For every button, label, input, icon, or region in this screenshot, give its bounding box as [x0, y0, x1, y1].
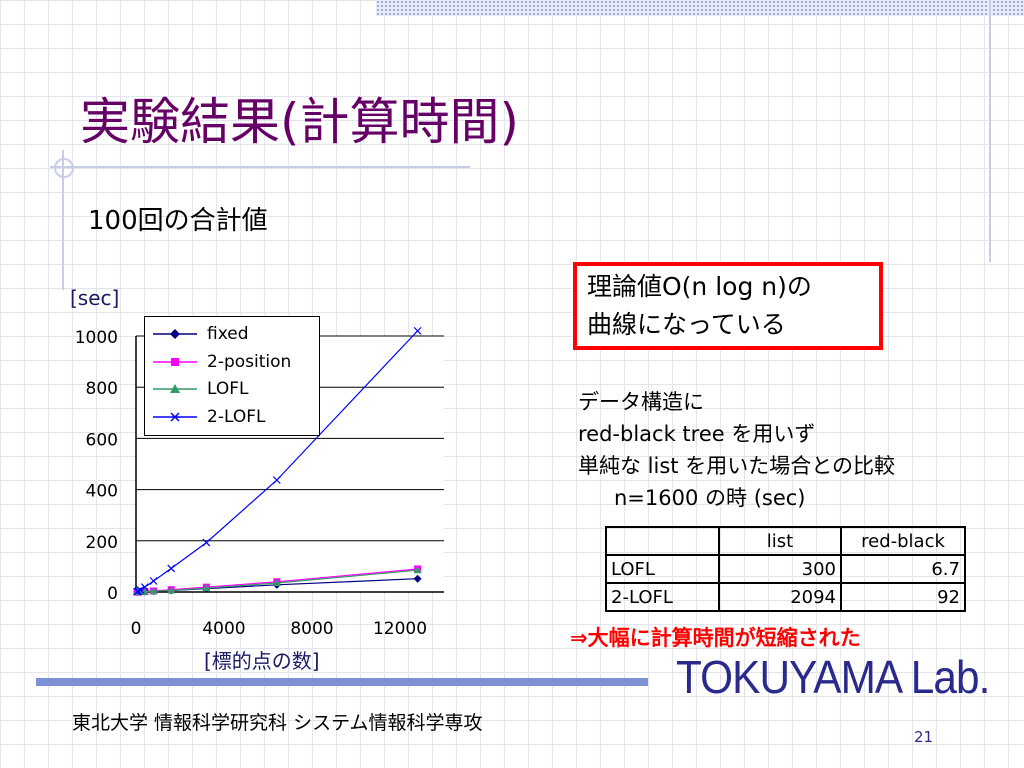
table-cell: 300 — [718, 554, 842, 584]
y-tick-label: 1000 — [75, 328, 118, 348]
table-cell: 92 — [840, 582, 966, 612]
legend-label: 2-position — [207, 352, 292, 372]
note-line: n=1600 の時 (sec) — [614, 486, 806, 510]
y-tick-label: 400 — [86, 482, 118, 502]
data-point-2-lofl — [136, 586, 145, 594]
decorative-horizontal-line — [50, 166, 470, 168]
x-tick-label: 12000 — [373, 619, 427, 639]
top-decorative-band — [376, 0, 1024, 16]
data-point-2-lofl — [149, 577, 158, 585]
legend-marker-triangle-icon — [153, 384, 197, 393]
theory-callout-box: 理論値O(n log n)の 曲線になっている — [573, 262, 883, 350]
x-tick-label: 8000 — [290, 619, 333, 639]
note-line: データ構造に — [578, 390, 704, 414]
data-point-lofl — [167, 586, 176, 594]
data-point-lofl — [202, 584, 211, 592]
note-line: red-black tree を用いず — [578, 422, 816, 446]
table-header-cell: list — [718, 526, 842, 556]
decorative-vertical-line-right — [989, 0, 991, 262]
data-point-2-lofl — [134, 587, 143, 596]
comparison-notes: データ構造に red-black tree を用いず 単純な list を用いた… — [578, 386, 895, 514]
table-row: LOFL 300 6.7 — [605, 554, 966, 584]
slide-subtitle: 100回の合計値 — [88, 206, 268, 236]
legend-label: 2-LOFL — [207, 407, 266, 427]
data-point-2-lofl — [413, 326, 422, 335]
data-point-lofl — [413, 566, 422, 574]
legend-marker-square-icon — [153, 358, 197, 366]
table-row: 2-LOFL 2094 92 — [605, 582, 966, 612]
legend-entry-fixed: fixed — [153, 322, 249, 346]
data-point-2-lofl — [272, 476, 281, 485]
x-tick-label: 0 — [131, 619, 142, 639]
decorative-circle-icon — [54, 158, 74, 178]
comparison-table: list red-black LOFL 300 6.7 2-LOFL 2094 … — [605, 526, 966, 612]
table-cell: 6.7 — [840, 554, 966, 584]
table-header-row: list red-black — [605, 526, 966, 556]
page-number: 21 — [914, 728, 934, 746]
y-tick-label: 600 — [86, 430, 118, 450]
data-point-2-lofl — [202, 538, 211, 547]
note-line: 単純な list を用いた場合との比較 — [578, 454, 895, 478]
data-point-lofl — [149, 587, 158, 595]
data-point-2-lofl — [140, 583, 149, 592]
table-header-cell — [605, 526, 720, 556]
y-tick-label: 800 — [86, 379, 118, 399]
table-cell: 2-LOFL — [605, 582, 720, 612]
legend-entry-2-lofl: 2-LOFL — [153, 405, 265, 429]
chart-y-axis-label: [sec] — [70, 286, 120, 310]
legend-entry-lofl: LOFL — [153, 377, 249, 401]
x-tick-label: 4000 — [202, 619, 245, 639]
table-header-cell: red-black — [840, 526, 966, 556]
table-cell: LOFL — [605, 554, 720, 584]
callout-line-1: 理論値O(n log n)の — [587, 272, 812, 301]
footer-affiliation: 東北大学 情報科学研究科 システム情報科学専攻 — [72, 712, 483, 734]
chart-x-axis-label: [標的点の数] — [204, 649, 320, 673]
decorative-vertical-line-left — [62, 150, 64, 290]
lab-logo-text: TOKUYAMA Lab. — [676, 651, 990, 703]
callout-line-2: 曲線になっている — [587, 310, 786, 339]
y-tick-label: 0 — [107, 584, 118, 604]
y-tick-label: 200 — [86, 533, 118, 553]
legend-marker-diamond-icon — [153, 329, 197, 339]
conclusion-text: ⇒大幅に計算時間が短縮された — [570, 626, 861, 650]
slide-title: 実験結果(計算時間) — [80, 93, 520, 151]
legend-label: fixed — [207, 324, 249, 344]
data-point-lofl — [272, 579, 281, 587]
legend-label: LOFL — [207, 379, 249, 399]
legend-entry-2-position: 2-position — [153, 350, 291, 374]
table-cell: 2094 — [718, 582, 842, 612]
data-point-fixed — [413, 574, 422, 583]
footer-decorative-bar — [36, 678, 648, 686]
legend-marker-x-icon — [153, 412, 197, 422]
chart-legend: fixed 2-position LOFL 2-LOFL — [144, 316, 320, 436]
data-point-2-lofl — [167, 564, 176, 573]
